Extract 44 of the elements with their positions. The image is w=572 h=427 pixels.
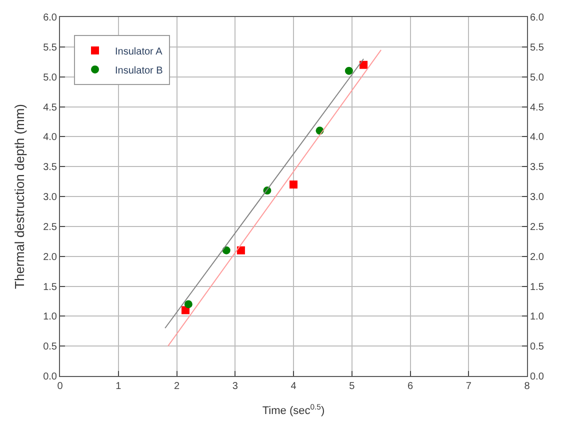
y-tick-label: 1.5 (43, 282, 58, 293)
y-tick-label: 0.5 (43, 342, 58, 353)
point (236, 246, 245, 254)
y-tick-label: 3.0 (43, 192, 58, 203)
point (184, 300, 192, 308)
point (290, 180, 298, 189)
y2-tick-label: 3.0 (530, 192, 544, 203)
x-tick-label: 0 (57, 381, 64, 392)
y2-tick-label: 0.0 (530, 372, 544, 382)
y2-tick-label: 0.5 (530, 342, 544, 353)
y2-tick-label: 2.0 (530, 252, 544, 263)
y2-tick-label: 1.0 (530, 312, 544, 323)
y2-tick-label: 6.0 (530, 12, 544, 24)
x-tick-label: 3 (232, 381, 238, 392)
y-tick-label: 1.0 (43, 312, 58, 323)
y-axis-title: Thermal destruction depth (mm) (12, 104, 28, 289)
y-tick-label: 0.0 (43, 372, 58, 382)
x-tick-label: 4 (290, 381, 297, 392)
legend-label: Insulator A (115, 46, 163, 58)
y-tick-label: 2.0 (43, 252, 58, 263)
x-tick-label: 8 (524, 381, 530, 392)
y2-tick-label: 1.5 (530, 282, 544, 293)
x-axis-title: Time (sec$^{0.5}$) (262, 402, 325, 418)
x-tick-label: 1 (116, 381, 122, 392)
y-tick-label: 4.0 (43, 132, 58, 144)
y-tick-label: 2.5 (43, 222, 58, 233)
y2-tick-label: 4.0 (530, 132, 544, 144)
y2-tick-label: 3.5 (530, 162, 544, 174)
y2-tick-label: 4.5 (530, 102, 544, 114)
y-tick-label: 4.5 (43, 102, 58, 114)
y-tick-label: 5.5 (43, 42, 58, 54)
y2-tick-label: 5.5 (530, 42, 544, 54)
y2-tick-label: 5.0 (530, 72, 544, 84)
x-tick-label: 5 (349, 381, 356, 392)
y-tick-label: 6.0 (43, 12, 58, 24)
legend-label: Insulator B (115, 65, 164, 76)
x-tick-label: 2 (174, 381, 180, 392)
x-tick-label: 6 (407, 381, 414, 392)
y-tick-label: 5.0 (43, 72, 58, 84)
y-tick-label: 3.5 (43, 162, 58, 174)
y2-tick-label: 2.5 (530, 222, 544, 233)
point (360, 60, 368, 69)
x-tick-label: 7 (466, 381, 472, 392)
point (344, 66, 353, 75)
